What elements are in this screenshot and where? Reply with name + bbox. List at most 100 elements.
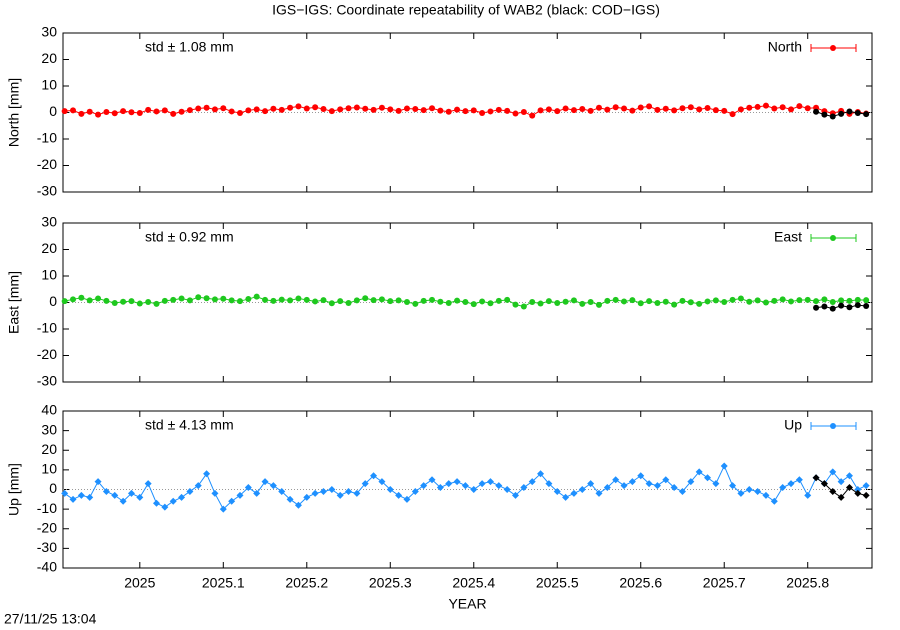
- point: [771, 297, 778, 304]
- point: [720, 462, 728, 470]
- point: [303, 296, 310, 303]
- legend-marker: [830, 45, 836, 51]
- point: [470, 107, 477, 114]
- point: [186, 487, 194, 495]
- point: [570, 297, 577, 304]
- point: [303, 493, 311, 501]
- point: [453, 478, 461, 486]
- point: [838, 297, 845, 304]
- y-axis-label: Up [mm]: [6, 463, 22, 516]
- point: [779, 104, 786, 111]
- annotation: std ± 4.13 mm: [145, 417, 234, 433]
- x-tick-label: 2025.7: [703, 575, 746, 591]
- point: [637, 104, 644, 111]
- point: [320, 106, 327, 113]
- point: [562, 493, 570, 501]
- point: [211, 489, 219, 497]
- point: [420, 107, 427, 114]
- point: [796, 103, 803, 110]
- point: [629, 107, 636, 114]
- point: [645, 480, 653, 488]
- point: [854, 110, 861, 117]
- point: [403, 105, 410, 112]
- point: [186, 107, 193, 114]
- point: [479, 298, 486, 305]
- point: [813, 304, 820, 311]
- point: [770, 497, 778, 505]
- point: [270, 105, 277, 112]
- point: [537, 470, 545, 478]
- point: [704, 298, 711, 305]
- point: [570, 107, 577, 114]
- point: [603, 484, 611, 492]
- point: [854, 486, 862, 493]
- point: [754, 103, 761, 110]
- point: [528, 478, 536, 486]
- point: [687, 104, 694, 111]
- x-tick-label: 2025.1: [202, 575, 245, 591]
- point: [244, 484, 252, 492]
- point: [529, 298, 536, 305]
- point: [161, 503, 169, 511]
- point: [804, 491, 812, 499]
- point: [821, 303, 828, 310]
- point: [671, 107, 678, 114]
- point: [61, 298, 68, 305]
- point: [829, 468, 837, 476]
- point: [445, 300, 452, 307]
- point: [370, 106, 377, 113]
- point: [261, 478, 269, 486]
- point: [504, 107, 511, 114]
- point: [295, 295, 302, 302]
- point: [294, 501, 302, 509]
- point: [319, 487, 327, 495]
- point: [637, 472, 645, 480]
- point: [829, 487, 837, 495]
- point: [578, 486, 586, 493]
- point: [436, 484, 444, 492]
- point: [771, 105, 778, 112]
- point: [278, 296, 285, 303]
- point: [345, 487, 353, 495]
- point: [253, 106, 260, 113]
- point: [211, 296, 218, 303]
- point: [520, 484, 528, 492]
- point: [454, 297, 461, 304]
- point: [245, 107, 252, 114]
- point: [362, 105, 369, 112]
- point: [788, 298, 795, 305]
- point: [387, 298, 394, 305]
- point: [512, 491, 520, 499]
- x-tick-label: 2025.8: [786, 575, 829, 591]
- point: [228, 297, 235, 304]
- point: [820, 480, 828, 488]
- point: [345, 300, 352, 307]
- point: [94, 478, 102, 486]
- point: [136, 493, 144, 501]
- y-tick-label: 0: [49, 293, 57, 309]
- legend-label: East: [774, 229, 802, 245]
- point: [429, 296, 436, 303]
- point: [336, 491, 344, 499]
- point: [262, 296, 269, 303]
- y-tick-label: -30: [37, 539, 57, 555]
- point: [729, 296, 736, 303]
- x-tick-label: 2025.3: [369, 575, 412, 591]
- point: [762, 299, 769, 306]
- point: [729, 111, 736, 118]
- point: [136, 110, 143, 117]
- point: [287, 104, 294, 111]
- point: [796, 297, 803, 304]
- point: [512, 110, 519, 117]
- point: [245, 296, 252, 303]
- y-tick-label: 0: [49, 103, 57, 119]
- point: [161, 107, 168, 114]
- point: [829, 305, 836, 312]
- point: [729, 482, 737, 490]
- point: [328, 108, 335, 115]
- point: [486, 478, 494, 486]
- point: [111, 300, 118, 307]
- point: [278, 106, 285, 113]
- point: [86, 297, 93, 304]
- x-tick-label: 2025.6: [619, 575, 662, 591]
